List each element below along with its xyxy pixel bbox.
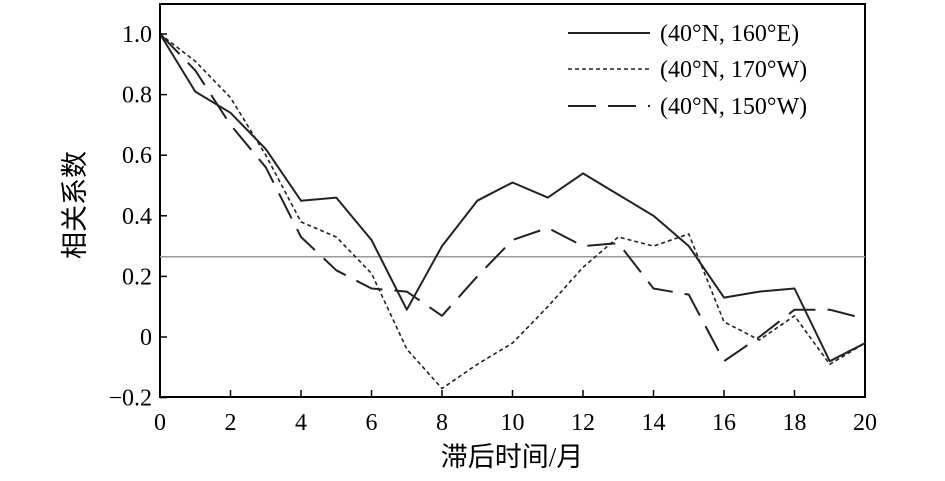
x-tick-label: 12 xyxy=(571,410,595,436)
x-tick-label: 4 xyxy=(295,410,307,436)
y-tick-label: 0.2 xyxy=(122,264,152,290)
series-line-1 xyxy=(159,33,866,363)
legend: (40°N, 160°E) (40°N, 170°W) (40°N, 150°W) xyxy=(568,21,807,120)
x-tick-label: 10 xyxy=(501,410,525,436)
y-tick-label: 0 xyxy=(140,325,152,351)
legend-label-1: (40°N, 160°E) xyxy=(660,21,799,47)
x-tick-label: 14 xyxy=(642,410,666,436)
y-axis-title: 相关系数 xyxy=(60,151,90,259)
x-tick-label: 8 xyxy=(436,410,448,436)
legend-label-2: (40°N, 170°W) xyxy=(660,57,807,83)
x-tick-label: 0 xyxy=(154,410,166,436)
y-tick-label: 0.4 xyxy=(122,204,152,230)
x-axis-title: 滞后时间/月 xyxy=(441,442,584,472)
x-tick-label: 20 xyxy=(853,410,877,436)
legend-label-3: (40°N, 150°W) xyxy=(660,94,807,120)
series-line-3 xyxy=(159,33,866,363)
y-tick-label: −0.2 xyxy=(108,386,152,412)
x-tick-label: 2 xyxy=(225,410,237,436)
x-tick-label: 18 xyxy=(783,410,807,436)
y-tick-label: 0.8 xyxy=(122,83,152,109)
x-tick-label: 6 xyxy=(366,410,378,436)
y-tick-label: 0.6 xyxy=(122,143,152,169)
series-line-2 xyxy=(159,33,866,390)
x-tick-label: 16 xyxy=(712,410,736,436)
y-tick-label: 1.0 xyxy=(122,22,152,48)
